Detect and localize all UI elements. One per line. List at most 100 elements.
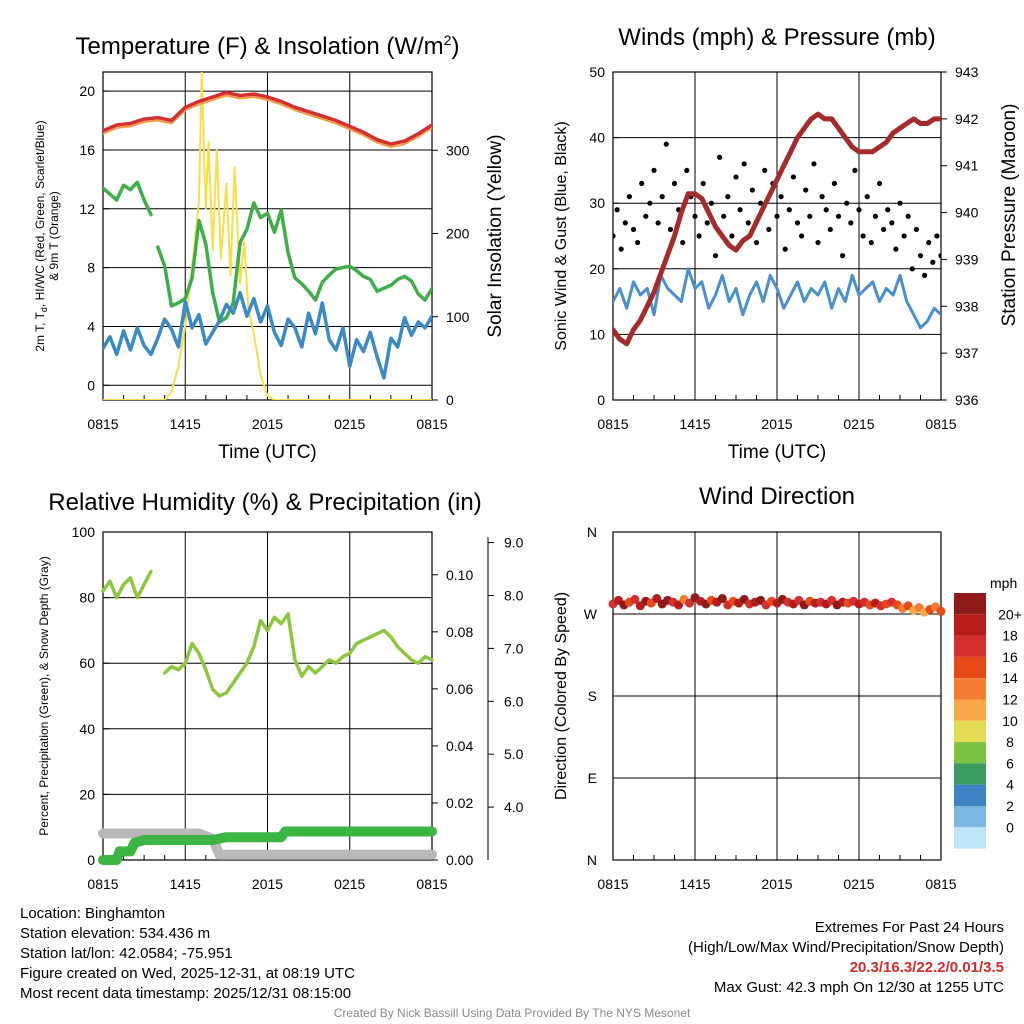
gust-point <box>819 194 825 200</box>
rh-x-tick-label: 0815 <box>87 876 118 892</box>
rh-axes: 0815 1415 2015 0215 0815 0 20 40 60 80 100 0.00 0.02… <box>37 489 524 892</box>
gust-point <box>860 233 866 239</box>
gust-point <box>827 226 833 233</box>
rh-x-tick-label: 2015 <box>252 876 283 892</box>
wdir-y-tick-label: E <box>588 770 597 786</box>
legend-swatch <box>954 720 986 743</box>
wdir-point <box>630 594 640 604</box>
legend-label: 10 <box>1002 713 1018 729</box>
gust-point <box>774 213 780 219</box>
rh-x-tick-label: 0815 <box>416 876 447 892</box>
legend-swatch <box>954 614 986 636</box>
winds-y-tick-label: 10 <box>589 326 605 342</box>
gust-point <box>909 266 915 272</box>
winds-y2-tick-label: 940 <box>955 205 979 221</box>
gust-point <box>790 174 797 180</box>
gust-point <box>635 239 641 246</box>
gust-point <box>721 213 727 219</box>
gust-point <box>930 259 936 265</box>
winds-x-tick-label: 2015 <box>761 416 792 432</box>
legend-label: 20+ <box>998 606 1022 622</box>
rh-y2-tick-label: 0.10 <box>446 567 473 583</box>
gust-point <box>762 167 768 173</box>
gust-point <box>712 253 719 259</box>
gust-point <box>934 233 940 239</box>
wdir-y-tick-label: N <box>587 524 597 540</box>
legend-swatch <box>954 806 986 828</box>
rh-ylabel: Percent, Precipitation (Green), & Snow D… <box>37 556 51 835</box>
winds-series-sonic <box>613 267 941 330</box>
winds-y2-tick-label: 937 <box>955 345 979 361</box>
rh-y-tick-label: 20 <box>79 786 95 802</box>
winds-x-tick-label: 1415 <box>679 416 710 432</box>
gust-point <box>700 180 706 187</box>
gust-point <box>647 200 653 206</box>
temp-xlabel: Time (UTC) <box>218 442 317 463</box>
gust-point <box>807 213 813 219</box>
gust-point <box>823 207 829 213</box>
gust-point <box>684 167 690 173</box>
gust-point <box>893 246 899 252</box>
wdir-y-tick-label: W <box>584 606 598 622</box>
gust-point <box>913 226 920 233</box>
rh-y3-tick-label: 8.0 <box>504 587 524 603</box>
wdir-y-tick-label: N <box>587 852 597 868</box>
elevation-text: Station elevation: 534.436 m <box>20 925 211 942</box>
gust-point <box>618 246 624 252</box>
wdir-x-tick-label: 0815 <box>597 876 628 892</box>
legend-swatch <box>954 784 986 806</box>
gust-point <box>758 200 764 206</box>
winds-x-tick-label: 0815 <box>925 416 956 432</box>
legend-swatch <box>954 593 986 615</box>
gust-point <box>901 233 907 239</box>
winds-y2-tick-label: 939 <box>955 251 979 267</box>
temp-y-tick-label: 0 <box>87 377 95 393</box>
legend-label: 6 <box>1006 755 1014 771</box>
gust-point <box>881 226 887 233</box>
gust-point <box>737 207 743 213</box>
winds-y-tick-label: 40 <box>589 130 605 146</box>
recent-data-text: Most recent data timestamp: 2025/12/31 0… <box>20 985 352 1002</box>
winds-y2-tick-label: 938 <box>955 298 979 314</box>
gust-point <box>643 213 649 219</box>
gust-point <box>667 226 674 233</box>
temp-x-tick-label: 0815 <box>87 416 118 432</box>
gust-point <box>651 167 657 173</box>
gust-point <box>655 220 661 226</box>
temp-y2-tick-label: 300 <box>446 142 470 158</box>
gust-point <box>885 207 891 213</box>
temp-ylabel-1: 2m T, Td, HI/WC (Red, Green, Scarlet/Blu… <box>33 120 49 351</box>
legend-swatch <box>954 763 986 785</box>
gust-point <box>614 207 620 213</box>
gust-point <box>844 200 850 206</box>
rh-y2-tick-label: 0.08 <box>446 624 473 640</box>
gust-point <box>704 220 710 226</box>
wdir-x-tick-label: 1415 <box>679 876 710 892</box>
legend-label: 14 <box>1002 670 1018 686</box>
legend-swatch <box>954 635 986 657</box>
gust-point <box>856 207 862 213</box>
legend-swatch <box>954 827 986 849</box>
gust-point <box>659 194 665 200</box>
wdir-ylabel: Direction (Colored By Speed) <box>553 592 570 800</box>
gust-point <box>799 233 805 239</box>
gust-point <box>717 154 723 160</box>
winds-y2-tick-label: 942 <box>955 111 979 127</box>
winds-y2-tick-label: 943 <box>955 64 979 80</box>
legend-swatch <box>954 742 986 764</box>
winds-y-tick-label: 20 <box>589 261 605 277</box>
temp-x-tick-label: 0815 <box>416 416 447 432</box>
temp-series-9m <box>103 94 432 148</box>
gust-point <box>749 187 756 193</box>
rh-y3-tick-label: 5.0 <box>504 746 524 762</box>
gust-point <box>794 220 801 226</box>
gust-point <box>815 239 821 246</box>
winds-x-tick-label: 0215 <box>843 416 874 432</box>
rh-series-group <box>98 569 437 865</box>
gust-point <box>897 200 903 206</box>
gust-point <box>835 213 842 219</box>
gust-point <box>868 239 874 246</box>
wdir-x-tick-label: 0815 <box>925 876 956 892</box>
rh-y-tick-label: 100 <box>72 524 96 540</box>
